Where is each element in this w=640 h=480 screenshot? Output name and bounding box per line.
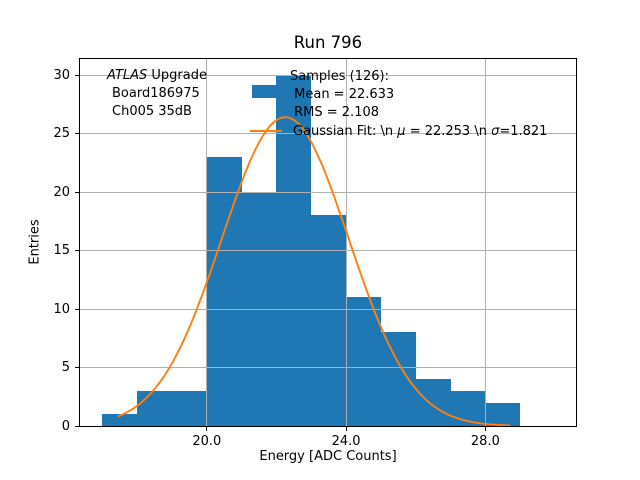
histogram-bar bbox=[102, 414, 138, 426]
y-tick-label: 20 bbox=[53, 184, 70, 200]
gridline-horizontal bbox=[80, 74, 576, 76]
chart-title: Run 796 bbox=[293, 33, 363, 52]
sigma-symbol: σ bbox=[491, 124, 500, 139]
gridline-horizontal bbox=[80, 308, 576, 310]
y-tick-mark bbox=[75, 425, 79, 427]
y-tick-mark bbox=[75, 250, 79, 251]
legend-rms-value: RMS = 2.108 bbox=[290, 105, 380, 120]
x-tick-label: 20.0 bbox=[192, 434, 222, 449]
legend-samples-title: Samples (126): bbox=[290, 69, 389, 84]
gaussian-label-mid: = 22.253 \n bbox=[405, 124, 492, 139]
gridline-vertical bbox=[206, 59, 208, 426]
y-tick-label: 15 bbox=[53, 243, 70, 258]
mu-symbol: μ bbox=[397, 124, 406, 139]
histogram-bar bbox=[346, 297, 381, 426]
y-tick-label: 25 bbox=[53, 126, 70, 141]
legend-gaussian-line-swatch bbox=[250, 130, 282, 132]
annotation-channel: Ch005 35dB bbox=[112, 104, 192, 119]
atlas-italic-text: ATLAS bbox=[107, 68, 148, 83]
gaussian-fit-curve bbox=[117, 116, 511, 426]
y-tick-label: 5 bbox=[61, 360, 70, 375]
y-tick-label: 0 bbox=[61, 418, 70, 434]
histogram-bar bbox=[380, 332, 416, 426]
x-axis-label: Energy [ADC Counts] bbox=[259, 449, 397, 464]
x-tick-mark bbox=[345, 427, 347, 431]
plot-area bbox=[79, 58, 577, 427]
x-tick-mark bbox=[206, 427, 208, 431]
y-tick-mark bbox=[75, 308, 79, 310]
gridline-horizontal bbox=[80, 133, 576, 134]
y-tick-mark bbox=[75, 74, 79, 76]
histogram-bar bbox=[485, 402, 521, 426]
y-tick-label: 10 bbox=[53, 301, 70, 317]
histogram-bar bbox=[206, 156, 242, 426]
atlas-rest-text: Upgrade bbox=[147, 68, 207, 83]
annotation-atlas-line1: ATLAS Upgrade bbox=[107, 67, 207, 85]
y-tick-mark bbox=[75, 367, 79, 368]
gaussian-label-suffix: =1.821 bbox=[499, 124, 548, 139]
annotation-board: Board186975 bbox=[112, 86, 200, 101]
x-tick-mark bbox=[484, 427, 486, 431]
histogram-bar bbox=[137, 390, 172, 426]
legend-gaussian-label: Gaussian Fit: \n μ = 22.253 \n σ=1.821 bbox=[293, 123, 547, 141]
histogram-bar bbox=[172, 390, 207, 426]
gridline-horizontal bbox=[80, 250, 576, 251]
y-axis-label: Entries bbox=[27, 219, 43, 265]
gridline-horizontal bbox=[80, 367, 576, 368]
gridline-horizontal bbox=[80, 191, 576, 193]
gaussian-label-prefix: Gaussian Fit: \n bbox=[293, 124, 398, 139]
gridline-vertical bbox=[484, 59, 486, 426]
legend-samples-swatch bbox=[252, 85, 277, 98]
legend-mean-value: Mean = 22.633 bbox=[290, 87, 395, 102]
y-tick-mark bbox=[75, 191, 79, 193]
histogram-bar bbox=[415, 379, 451, 426]
y-tick-label: 30 bbox=[53, 67, 70, 83]
x-tick-label: 28.0 bbox=[470, 434, 500, 449]
x-tick-label: 24.0 bbox=[331, 434, 361, 449]
gridline-vertical bbox=[345, 59, 347, 426]
y-tick-mark bbox=[75, 133, 79, 134]
